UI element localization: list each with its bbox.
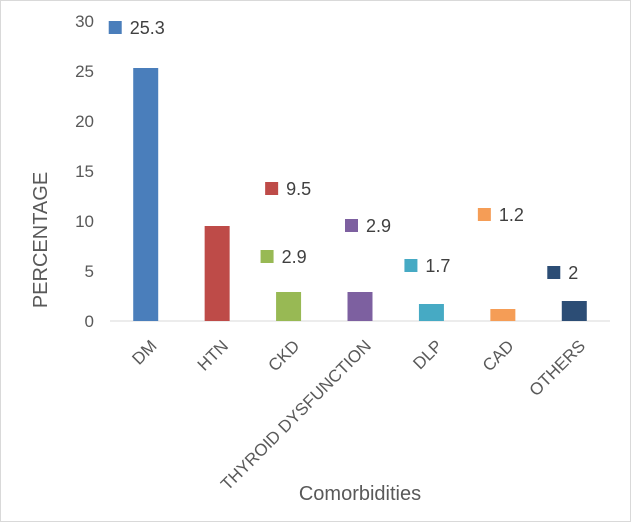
data-label-marker — [108, 21, 122, 34]
data-label: 2.9 — [282, 247, 307, 267]
category-label: OTHERS — [526, 336, 590, 400]
data-label-marker — [547, 266, 561, 279]
data-label: 2.9 — [366, 216, 391, 236]
bar — [347, 292, 373, 321]
y-tick-label: 0 — [85, 312, 94, 331]
data-label: 25.3 — [130, 18, 165, 38]
data-label-marker — [345, 219, 358, 232]
bar — [276, 292, 302, 321]
bars — [133, 68, 587, 321]
data-label-marker — [404, 259, 418, 272]
data-label-marker — [260, 250, 274, 263]
bar — [133, 68, 159, 321]
x-axis-title: Comorbidities — [299, 483, 421, 505]
data-label: 1.2 — [499, 205, 524, 225]
y-tick-label: 5 — [85, 262, 94, 281]
data-label: 9.5 — [286, 179, 311, 199]
category-label: HTN — [194, 336, 232, 374]
y-tick-label: 15 — [75, 162, 94, 181]
bar — [490, 309, 516, 321]
y-axis-ticks: 0 5 10 15 20 25 30 — [75, 12, 94, 331]
bar — [204, 226, 230, 321]
data-label-marker — [477, 208, 491, 221]
bar — [418, 304, 444, 321]
category-label: DM — [128, 336, 160, 368]
y-tick-label: 25 — [75, 62, 94, 81]
data-label-marker — [265, 182, 279, 195]
category-label: CAD — [479, 336, 518, 375]
data-label: 2 — [568, 263, 578, 283]
category-label: CKD — [265, 336, 304, 375]
data-labels: 25.3 9.5 2.9 2.9 1.7 1.2 2 — [108, 18, 578, 283]
y-axis-title: PERCENTAGE — [30, 172, 52, 308]
y-tick-label: 10 — [75, 212, 94, 231]
category-label: THYROID DYSFUNCTION — [217, 336, 375, 494]
bar — [561, 301, 587, 321]
y-tick-label: 30 — [75, 12, 94, 31]
data-label: 1.7 — [425, 256, 450, 276]
y-tick-label: 20 — [75, 112, 94, 131]
category-label: DLP — [409, 336, 446, 373]
